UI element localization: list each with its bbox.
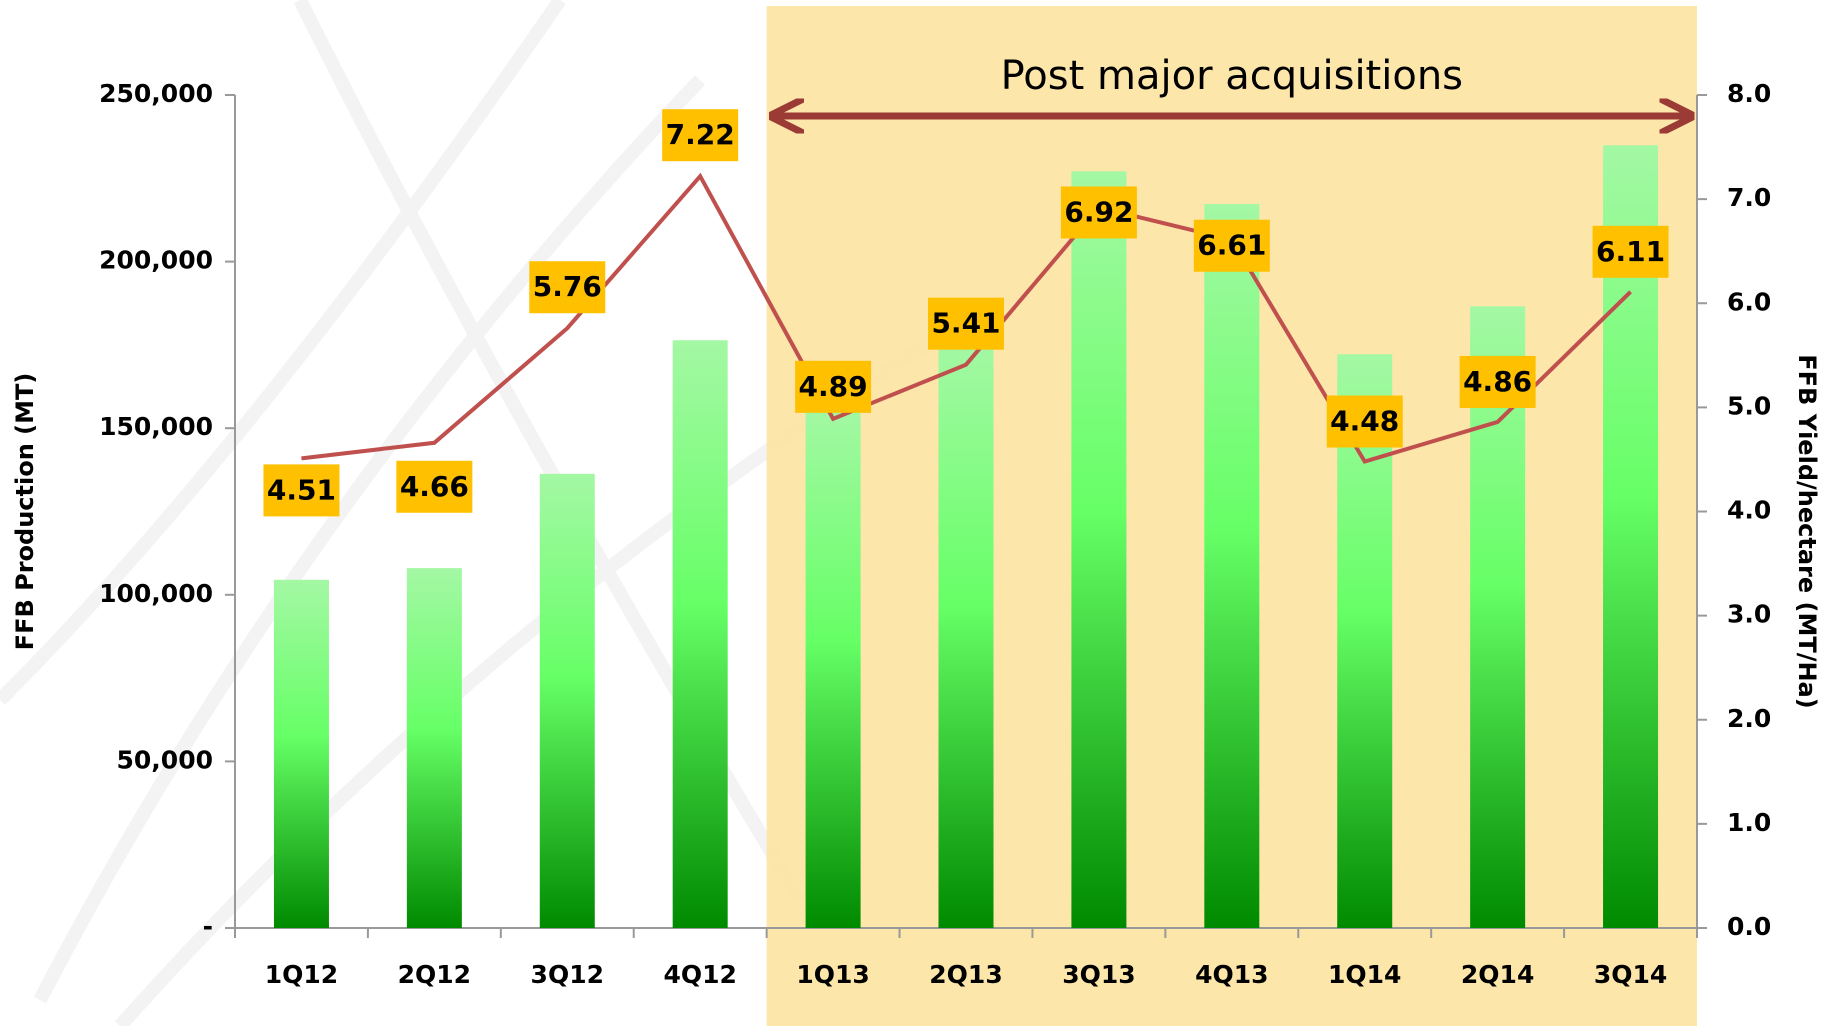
- y-axis-title: FFB Production (MT): [11, 373, 39, 651]
- x-tick-label: 2Q12: [398, 960, 471, 989]
- x-tick-label: 2Q14: [1461, 960, 1534, 989]
- bar: [274, 580, 329, 928]
- x-tick-label: 3Q14: [1594, 960, 1667, 989]
- y-tick-label: 50,000: [117, 745, 213, 774]
- value-label: 5.76: [533, 270, 602, 303]
- y-tick-label: 200,000: [99, 246, 213, 275]
- y-tick-label: -: [203, 912, 213, 941]
- bar: [806, 405, 861, 928]
- value-label: 6.61: [1197, 229, 1266, 262]
- bar: [673, 340, 728, 928]
- x-tick-label: 3Q13: [1062, 960, 1135, 989]
- x-tick-label: 1Q14: [1328, 960, 1401, 989]
- value-label: 5.41: [931, 307, 1000, 340]
- value-label: 4.66: [400, 470, 469, 503]
- y2-tick-label: 3.0: [1727, 600, 1771, 629]
- value-label: 4.86: [1463, 365, 1532, 398]
- y2-tick-label: 1.0: [1727, 808, 1771, 837]
- y2-tick-label: 7.0: [1727, 183, 1771, 212]
- x-tick-label: 4Q12: [663, 960, 736, 989]
- x-tick-label: 3Q12: [531, 960, 604, 989]
- x-tick-label: 4Q13: [1195, 960, 1268, 989]
- value-label: 6.92: [1064, 195, 1133, 228]
- value-label: 6.11: [1596, 235, 1665, 268]
- bar: [540, 474, 595, 928]
- y2-tick-label: 2.0: [1727, 704, 1771, 733]
- bar: [939, 343, 994, 928]
- y2-tick-label: 6.0: [1727, 287, 1771, 316]
- y2-tick-label: 0.0: [1727, 912, 1771, 941]
- y-tick-label: 250,000: [99, 79, 213, 108]
- bar: [407, 568, 462, 928]
- y-tick-label: 150,000: [99, 412, 213, 441]
- y2-tick-label: 4.0: [1727, 496, 1771, 525]
- x-tick-label: 1Q13: [796, 960, 869, 989]
- x-tick-label: 1Q12: [265, 960, 338, 989]
- value-label: 4.89: [799, 370, 868, 403]
- bar: [1071, 171, 1126, 928]
- bar: [1204, 204, 1259, 928]
- annotation-text: Post major acquisitions: [1001, 53, 1463, 99]
- x-tick-label: 2Q13: [929, 960, 1002, 989]
- y2-axis-title: FFB Yield/hectare (MT/Ha): [1793, 354, 1821, 708]
- value-label: 4.48: [1330, 405, 1399, 438]
- y-tick-label: 100,000: [99, 579, 213, 608]
- chart: - 50,000 100,000 150,000 200,000 250,000 0.0 1.…: [0, 0, 1839, 1026]
- value-label: 4.51: [267, 473, 336, 506]
- y2-tick-label: 8.0: [1727, 79, 1771, 108]
- value-label: 7.22: [666, 118, 735, 151]
- y2-tick-label: 5.0: [1727, 391, 1771, 420]
